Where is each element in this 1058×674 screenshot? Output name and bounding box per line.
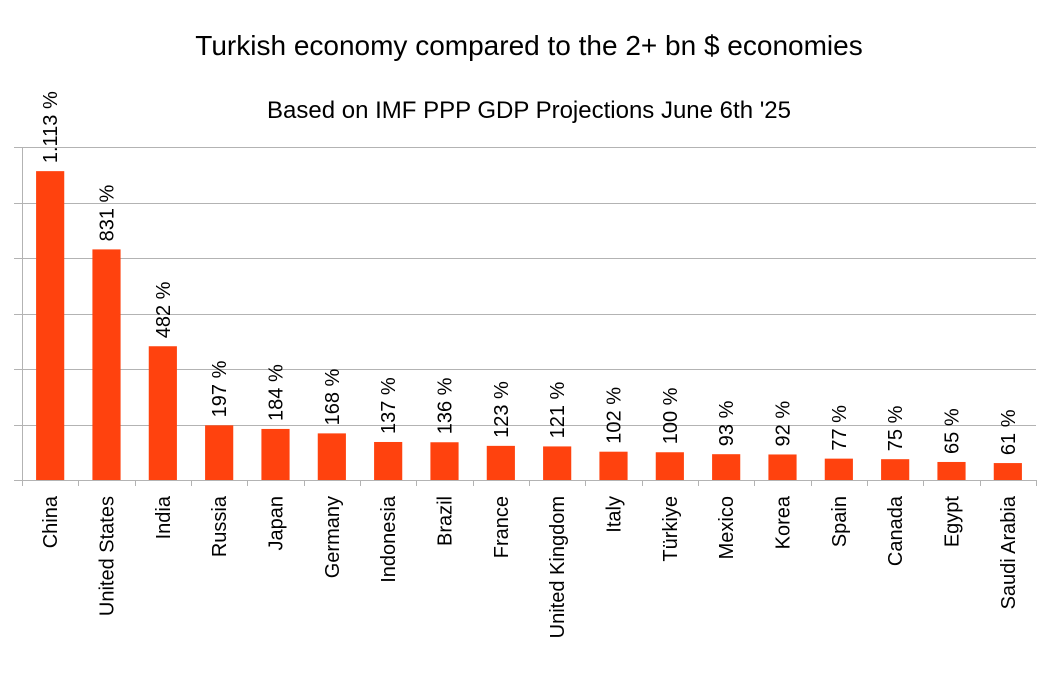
data-label: 482 % <box>153 281 175 338</box>
data-label: 75 % <box>885 405 907 451</box>
bar <box>486 445 515 480</box>
x-tick-label: United States <box>97 496 119 616</box>
data-label: 1.113 % <box>40 91 62 163</box>
bar <box>824 458 853 480</box>
x-tick-label: Italy <box>604 496 626 533</box>
bar <box>712 454 741 480</box>
data-label: 93 % <box>716 400 738 446</box>
data-label: 831 % <box>97 184 119 241</box>
data-label: 121 % <box>547 381 569 438</box>
bar <box>148 346 177 480</box>
bar <box>374 441 403 480</box>
x-tick-label: Russia <box>209 495 231 557</box>
data-label: 137 % <box>378 377 400 434</box>
bar <box>261 428 290 480</box>
bar <box>599 451 628 480</box>
x-tick-label: Brazil <box>435 496 457 546</box>
bar <box>993 463 1022 480</box>
chart-title: Turkish economy compared to the 2+ bn $ … <box>195 30 863 61</box>
data-label: 100 % <box>660 387 682 444</box>
data-labels: 1.113 % 831 % 482 % 197 % 184 % 168 % 137 % 136… <box>40 91 1020 455</box>
x-tick-label: Canada <box>885 495 907 566</box>
bar <box>430 442 459 480</box>
gridlines <box>14 147 1037 486</box>
x-tick-label: Japan <box>266 496 288 551</box>
x-tick-label: France <box>491 496 513 558</box>
bar <box>317 433 346 480</box>
x-tick-label: Spain <box>829 496 851 547</box>
bar <box>768 454 797 480</box>
x-tick-label: Türkiye <box>660 496 682 562</box>
bar <box>881 459 910 480</box>
bar <box>205 425 234 480</box>
data-label: 136 % <box>435 377 457 434</box>
data-label: 168 % <box>322 368 344 425</box>
bar <box>543 446 572 480</box>
x-tick-label: India <box>153 495 175 539</box>
bars <box>36 171 1022 480</box>
x-tick-label: Egypt <box>942 496 964 548</box>
x-tick-label: Indonesia <box>378 495 400 583</box>
data-label: 61 % <box>998 409 1020 455</box>
data-label: 184 % <box>266 364 288 421</box>
bar <box>92 249 121 480</box>
x-tick-label: Korea <box>773 495 795 549</box>
data-label: 65 % <box>942 408 964 454</box>
x-tick-label: Saudi Arabia <box>998 495 1020 609</box>
data-label: 197 % <box>209 360 231 417</box>
data-label: 123 % <box>491 381 513 438</box>
data-label: 92 % <box>773 401 795 447</box>
bar <box>36 171 65 480</box>
data-label: 102 % <box>604 387 626 444</box>
x-axis-tick-labels: China United States India Russia Japan German… <box>40 495 1020 638</box>
x-tick-label: United Kingdom <box>547 496 569 638</box>
x-tick-label: China <box>40 495 62 548</box>
chart-subtitle: Based on IMF PPP GDP Projections June 6t… <box>267 97 791 124</box>
x-tick-label: Germany <box>322 496 344 578</box>
bar <box>937 461 966 480</box>
x-tick-label: Mexico <box>716 496 738 559</box>
bar <box>655 452 684 480</box>
data-label: 77 % <box>829 405 851 451</box>
